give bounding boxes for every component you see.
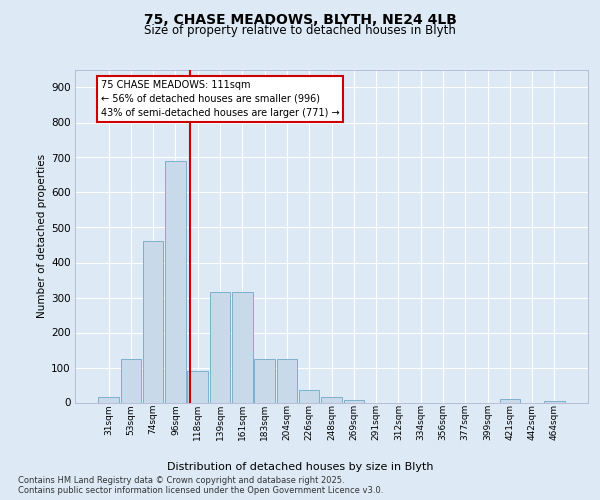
Bar <box>500 399 520 402</box>
Bar <box>344 400 364 402</box>
Bar <box>232 292 253 403</box>
Text: Distribution of detached houses by size in Blyth: Distribution of detached houses by size … <box>167 462 433 472</box>
Bar <box>121 359 141 403</box>
Bar <box>165 161 186 402</box>
Bar <box>277 359 297 403</box>
Bar <box>98 397 119 402</box>
Bar <box>299 390 319 402</box>
Text: Contains public sector information licensed under the Open Government Licence v3: Contains public sector information licen… <box>18 486 383 495</box>
Bar <box>544 401 565 402</box>
Y-axis label: Number of detached properties: Number of detached properties <box>37 154 47 318</box>
Text: Size of property relative to detached houses in Blyth: Size of property relative to detached ho… <box>144 24 456 37</box>
Bar <box>210 292 230 403</box>
Text: Contains HM Land Registry data © Crown copyright and database right 2025.: Contains HM Land Registry data © Crown c… <box>18 476 344 485</box>
Bar <box>254 359 275 403</box>
Bar <box>143 242 163 402</box>
Text: 75, CHASE MEADOWS, BLYTH, NE24 4LB: 75, CHASE MEADOWS, BLYTH, NE24 4LB <box>143 12 457 26</box>
Bar <box>187 371 208 402</box>
Text: 75 CHASE MEADOWS: 111sqm
← 56% of detached houses are smaller (996)
43% of semi-: 75 CHASE MEADOWS: 111sqm ← 56% of detach… <box>101 80 339 118</box>
Bar <box>321 397 342 402</box>
